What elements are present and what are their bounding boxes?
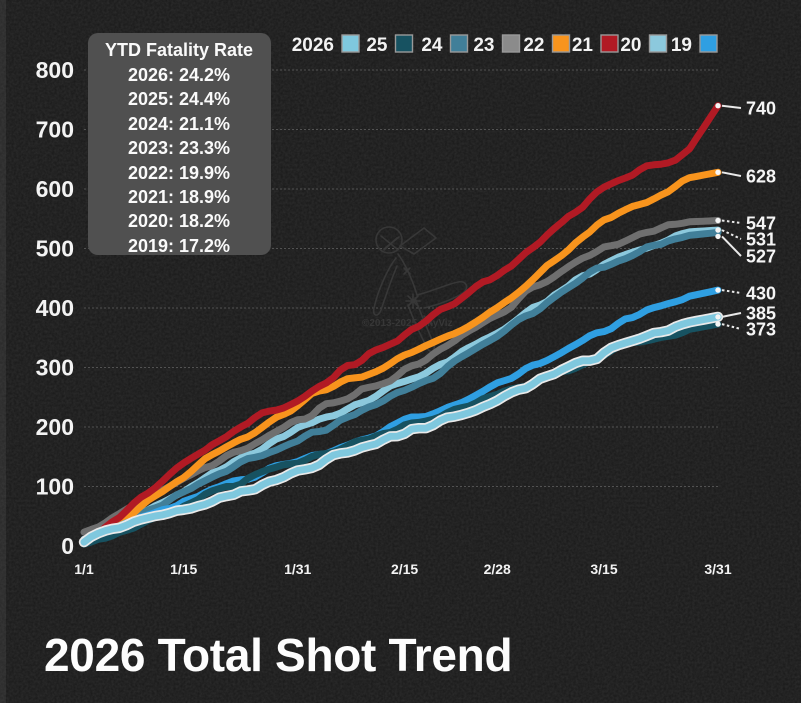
svg-text:740: 740 xyxy=(746,99,776,119)
svg-text:24: 24 xyxy=(421,35,443,56)
svg-text:19: 19 xyxy=(671,35,692,56)
svg-text:385: 385 xyxy=(746,304,776,324)
svg-text:100: 100 xyxy=(36,474,74,500)
svg-text:400: 400 xyxy=(36,295,74,321)
svg-text:YTD Fatality Rate: YTD Fatality Rate xyxy=(105,40,253,60)
svg-text:2024: 21.1%: 2024: 21.1% xyxy=(128,114,230,134)
svg-text:547: 547 xyxy=(746,214,776,234)
svg-text:2020: 18.2%: 2020: 18.2% xyxy=(128,211,230,231)
svg-text:2/15: 2/15 xyxy=(391,561,418,577)
svg-text:373: 373 xyxy=(746,320,776,340)
svg-text:3/15: 3/15 xyxy=(590,561,617,577)
svg-text:0: 0 xyxy=(61,533,74,559)
svg-text:21: 21 xyxy=(572,35,594,56)
svg-text:3/31: 3/31 xyxy=(704,561,731,577)
svg-text:500: 500 xyxy=(36,236,74,262)
svg-text:430: 430 xyxy=(746,284,776,304)
svg-text:1/31: 1/31 xyxy=(284,561,311,577)
svg-text:2026: 24.2%: 2026: 24.2% xyxy=(128,65,230,85)
svg-text:22: 22 xyxy=(523,35,544,56)
svg-text:600: 600 xyxy=(36,176,74,202)
svg-text:2/28: 2/28 xyxy=(484,561,511,577)
svg-text:800: 800 xyxy=(36,57,74,83)
svg-text:531: 531 xyxy=(746,230,776,250)
svg-text:2026 Total Shot Trend: 2026 Total Shot Trend xyxy=(44,629,512,681)
svg-text:2025: 24.4%: 2025: 24.4% xyxy=(128,89,230,109)
svg-text:300: 300 xyxy=(36,355,74,381)
svg-text:1/1: 1/1 xyxy=(74,561,94,577)
svg-text:1/15: 1/15 xyxy=(170,561,197,577)
svg-text:527: 527 xyxy=(746,247,776,267)
svg-text:2026: 2026 xyxy=(292,35,334,56)
svg-text:©2013-2025 HkyViz: ©2013-2025 HkyViz xyxy=(362,318,453,329)
svg-text:23: 23 xyxy=(473,35,494,56)
svg-text:25: 25 xyxy=(366,35,388,56)
svg-text:628: 628 xyxy=(746,167,776,187)
svg-text:2021: 18.9%: 2021: 18.9% xyxy=(128,187,230,207)
svg-text:700: 700 xyxy=(36,117,74,143)
svg-text:2022: 19.9%: 2022: 19.9% xyxy=(128,163,230,183)
svg-text:20: 20 xyxy=(620,35,641,56)
svg-text:200: 200 xyxy=(36,414,74,440)
svg-text:2019: 17.2%: 2019: 17.2% xyxy=(128,236,230,256)
svg-text:2023: 23.3%: 2023: 23.3% xyxy=(128,138,230,158)
